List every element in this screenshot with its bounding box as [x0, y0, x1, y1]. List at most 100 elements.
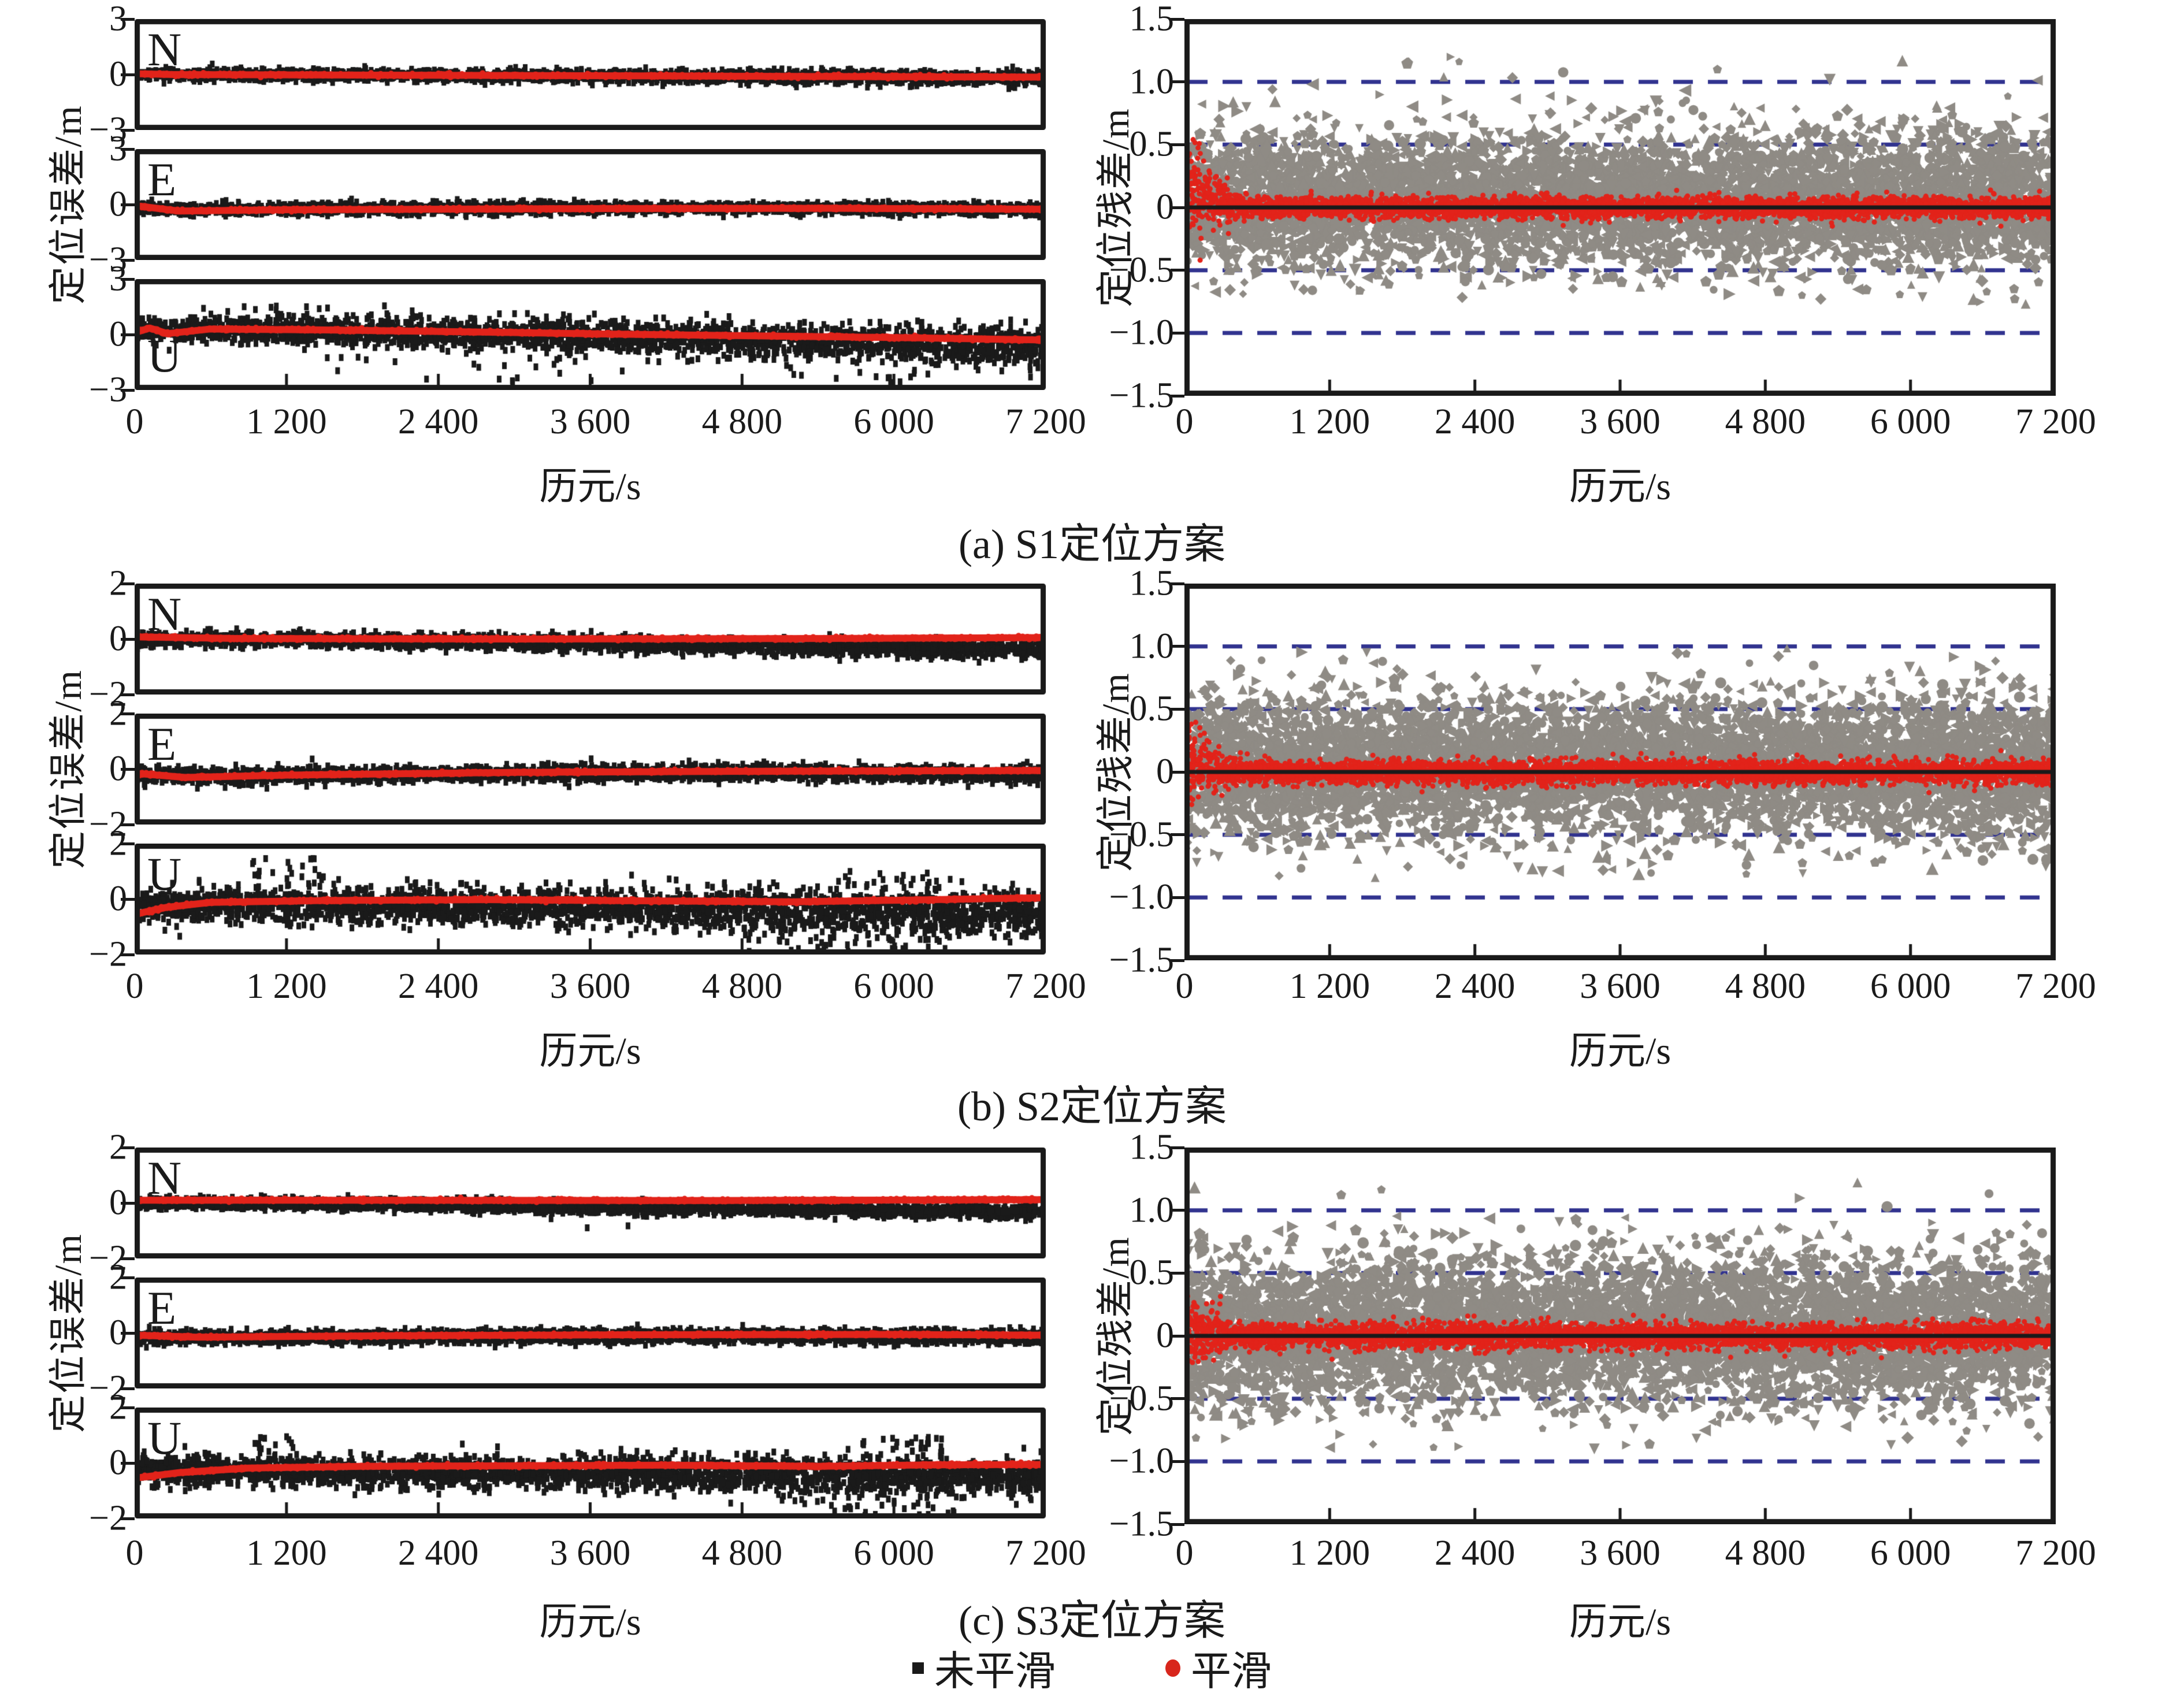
- x-tick-label: 0: [125, 1533, 144, 1573]
- y-tick-label: 0: [1156, 187, 1174, 227]
- scatter-canvas-c-east: [135, 1278, 1046, 1388]
- y-tick-label: −1.5: [1109, 1504, 1174, 1544]
- axis-tick: [121, 637, 135, 641]
- x-tick-label: 3 600: [549, 402, 631, 441]
- x-tick-label: 0: [1175, 1533, 1194, 1573]
- x-tick-label: 7 200: [1005, 967, 1086, 1006]
- residual-canvas-a: [1184, 19, 2056, 396]
- y-tick-label: −2: [89, 934, 127, 974]
- axis-tick: [121, 823, 135, 826]
- x-tick-label: 6 000: [853, 1533, 934, 1573]
- x-tick-label: 6 000: [1870, 402, 1951, 441]
- axis-tick: [121, 712, 135, 715]
- axis-tick: [121, 767, 135, 771]
- x-tick-label: 3 600: [1580, 1533, 1661, 1573]
- axis-tick: [121, 203, 135, 206]
- x-tick-label: 4 800: [701, 1533, 783, 1573]
- legend-item-unsmoothed: 未平滑: [912, 1639, 1056, 1697]
- y-tick-label: 0: [1156, 752, 1174, 792]
- panel-s1: 定位误差/m N E U 历元/s 定位残差/m 历元/s (a) S1定位方案…: [0, 0, 2184, 567]
- panel-s2: 定位误差/m N E U 历元/s 定位残差/m 历元/s (b) S2定位方案…: [0, 564, 2184, 1130]
- axis-tick: [121, 1257, 135, 1260]
- axis-tick: [1171, 833, 1184, 837]
- axis-tick: [121, 73, 135, 76]
- residual-canvas-c: [1184, 1148, 2056, 1524]
- y-tick-label: 1.0: [1129, 626, 1175, 666]
- caption-c: (c) S3定位方案: [959, 1598, 1225, 1644]
- axis-tick: [1171, 1271, 1184, 1275]
- axis-tick: [1171, 770, 1184, 774]
- x-tick-label: 6 000: [853, 402, 934, 441]
- legend-item-smoothed: 平滑: [1165, 1639, 1272, 1697]
- residual-canvas-b: [1184, 584, 2056, 960]
- y-tick-label: 0.5: [1129, 124, 1175, 164]
- x-tick-label: 1 200: [1289, 967, 1370, 1006]
- x-tick-label: 4 800: [701, 967, 783, 1006]
- axis-tick: [1171, 1209, 1184, 1212]
- axis-tick: [1171, 896, 1184, 899]
- y-tick-label: 0: [109, 879, 127, 919]
- x-tick-label: 7 200: [1005, 402, 1086, 441]
- x-tick-label: 0: [125, 402, 144, 441]
- y-tick-label: −3: [89, 370, 127, 410]
- x-tick-label: 4 800: [1725, 402, 1806, 441]
- y-tick-label: 3: [109, 0, 127, 39]
- axis-tick: [1171, 1146, 1184, 1149]
- y-tick-label: 1.0: [1129, 62, 1175, 102]
- y-tick-label: 0: [109, 749, 127, 789]
- axis-tick: [1171, 331, 1184, 335]
- x-tick-label: 3 600: [1580, 402, 1661, 441]
- axis-tick: [121, 897, 135, 901]
- axis-tick: [1171, 80, 1184, 84]
- y-tick-label: 0.5: [1129, 1253, 1175, 1293]
- x-tick-label: 2 400: [1434, 402, 1516, 441]
- x-tick-label: 1 200: [246, 967, 327, 1006]
- left-x-axis-label: 历元/s: [539, 1601, 641, 1643]
- y-tick-label: −1.0: [1109, 877, 1174, 917]
- subplot-letter-n: N: [147, 23, 182, 76]
- x-tick-label: 3 600: [549, 967, 631, 1006]
- x-tick-label: 1 200: [246, 1533, 327, 1573]
- y-tick-label: 2: [109, 1387, 127, 1427]
- axis-tick: [1171, 1460, 1184, 1463]
- scatter-canvas-b-north: [135, 584, 1046, 695]
- x-tick-label: 1 200: [1289, 402, 1370, 441]
- y-tick-label: 2: [109, 823, 127, 863]
- y-tick-label: 2: [109, 1127, 127, 1167]
- axis-tick: [121, 1387, 135, 1390]
- axis-tick: [121, 333, 135, 336]
- y-tick-label: 1.5: [1129, 1127, 1175, 1167]
- subplot-letter-u: U: [147, 1412, 182, 1464]
- x-tick-label: 6 000: [1870, 1533, 1951, 1573]
- y-tick-label: 2: [109, 1257, 127, 1297]
- y-tick-label: −2: [89, 1498, 127, 1538]
- x-tick-label: 1 200: [246, 402, 327, 441]
- axis-tick: [1171, 269, 1184, 272]
- scatter-canvas-c-up: [135, 1408, 1046, 1518]
- subplot-letter-n: N: [147, 1152, 182, 1204]
- legend: 未平滑 平滑: [0, 1639, 2184, 1697]
- y-tick-label: 1.5: [1129, 0, 1175, 39]
- y-tick-label: −0.5: [1109, 815, 1174, 855]
- panel-s3: 定位误差/m N E U 历元/s 定位残差/m 历元/s (c) S3定位方案…: [0, 1128, 2184, 1692]
- axis-tick: [1171, 1397, 1184, 1401]
- axis-tick: [1171, 707, 1184, 711]
- x-tick-label: 0: [125, 967, 144, 1006]
- scatter-canvas-a-east: [135, 149, 1046, 260]
- axis-tick: [121, 582, 135, 585]
- y-tick-label: 0: [1156, 1316, 1174, 1356]
- x-tick-label: 2 400: [1434, 1533, 1516, 1573]
- y-tick-label: 0: [109, 1313, 127, 1353]
- smoothed-marker-icon: [1165, 1659, 1180, 1677]
- axis-tick: [1171, 582, 1184, 585]
- scatter-canvas-c-north: [135, 1148, 1046, 1258]
- x-tick-label: 4 800: [1725, 967, 1806, 1006]
- axis-tick: [121, 258, 135, 262]
- right-x-axis-label: 历元/s: [1569, 1030, 1672, 1072]
- axis-tick: [1171, 1334, 1184, 1338]
- axis-tick: [121, 1276, 135, 1279]
- y-tick-label: 3: [109, 259, 127, 299]
- axis-tick: [121, 128, 135, 132]
- left-x-axis-label: 历元/s: [539, 1030, 641, 1072]
